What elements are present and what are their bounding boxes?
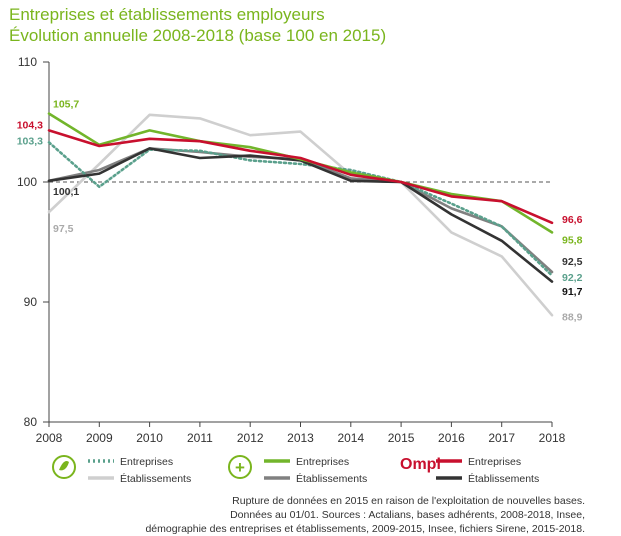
leaf-shape	[59, 461, 69, 471]
data-label: 92,2	[562, 272, 583, 284]
x-tick-label: 2016	[438, 431, 465, 445]
ompl-logo: Ompl	[400, 456, 441, 473]
legend-label-etablissements: Établissements	[468, 472, 539, 485]
data-label: 103,3	[17, 135, 43, 147]
x-tick-label: 2013	[287, 431, 314, 445]
x-tick-label: 2017	[488, 431, 515, 445]
chart-title-line1: Entreprises et établissements employeurs	[9, 5, 325, 24]
plus-circle-icon	[228, 455, 252, 479]
x-tick-label: 2018	[539, 431, 566, 445]
source-note-line3: démographie des entreprises et établisse…	[145, 523, 585, 535]
series-line-green-etablissements	[47, 147, 554, 274]
legend-group-2: + Entreprises Établissements	[228, 455, 367, 485]
data-label: 104,3	[17, 119, 43, 131]
data-label: 95,8	[562, 235, 583, 247]
data-label: 100,1	[53, 186, 79, 198]
data-label: 105,7	[53, 99, 79, 111]
chart-title-line2: Évolution annuelle 2008-2018 (base 100 e…	[9, 26, 387, 45]
x-tick-label: 2008	[36, 431, 63, 445]
x-tick-label: 2009	[86, 431, 113, 445]
series-line-Ompl-entreprises	[47, 129, 554, 225]
y-tick-label: 110	[18, 55, 37, 69]
legend-label-entreprises: Entreprises	[296, 456, 349, 468]
x-tick-label: 2010	[136, 431, 163, 445]
legend-label-entreprises: Entreprises	[468, 456, 521, 468]
series-line-teal-entreprises	[47, 141, 554, 277]
y-tick-label: 90	[24, 295, 38, 309]
x-tick-label: 2011	[187, 431, 213, 445]
x-tick-label: 2012	[237, 431, 264, 445]
data-label: 92,5	[562, 256, 583, 268]
x-tick-label: 2014	[337, 431, 364, 445]
source-note-line1: Rupture de données en 2015 en raison de …	[232, 495, 585, 507]
data-label: 96,6	[562, 214, 583, 226]
y-tick-label: 100	[17, 175, 37, 189]
legend-label-entreprises: Entreprises	[120, 456, 173, 468]
data-label: 88,9	[562, 311, 583, 323]
source-note-line2: Données au 01/01. Sources : Actalians, b…	[230, 509, 585, 521]
plus-sign: +	[235, 458, 245, 477]
legend-label-etablissements: Établissements	[120, 472, 191, 485]
legend-group-1: Entreprises Établissements	[52, 455, 191, 485]
y-tick-label: 80	[24, 415, 38, 429]
data-label: 97,5	[53, 223, 74, 235]
legend-group-3: Ompl Entreprises Établissements	[400, 456, 539, 485]
legend-label-etablissements: Établissements	[296, 472, 367, 485]
series-line-teal-etablissements	[47, 113, 554, 317]
x-tick-label: 2015	[388, 431, 415, 445]
data-label: 91,7	[562, 286, 583, 298]
